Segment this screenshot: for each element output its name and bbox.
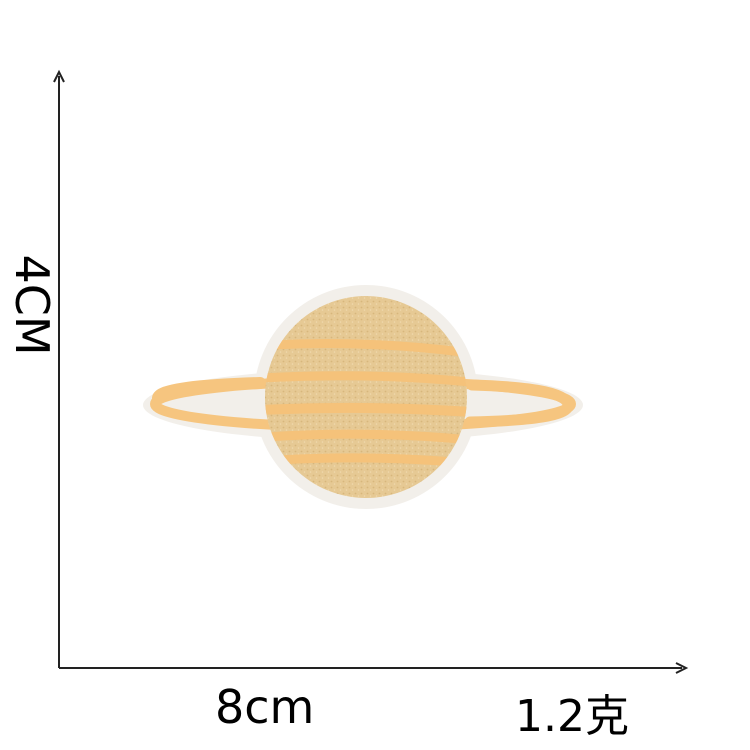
planet-stripes xyxy=(265,339,467,467)
weight-label: 1.2克 xyxy=(515,691,629,742)
vertical-arrow-icon xyxy=(53,69,65,83)
dimension-axes xyxy=(53,69,689,674)
ring-front-right xyxy=(464,379,574,428)
width-label: 8cm xyxy=(215,680,315,734)
planet-body xyxy=(265,296,467,498)
ring-front-left xyxy=(152,377,266,404)
saturn-patch-icon xyxy=(143,285,583,509)
height-label: 4CM xyxy=(2,250,62,360)
horizontal-arrow-icon xyxy=(675,662,689,674)
height-label-text: 4CM xyxy=(5,254,59,356)
